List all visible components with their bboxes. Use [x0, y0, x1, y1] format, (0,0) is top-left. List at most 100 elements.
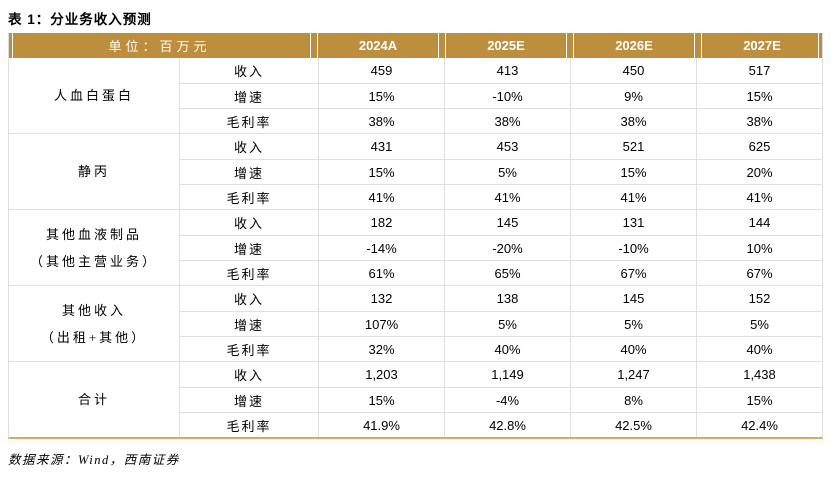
value-cell: 1,203: [318, 362, 444, 387]
value-cell: 10%: [696, 236, 822, 260]
value-cell: 5%: [444, 160, 570, 184]
table-row: 收入 431 453 521 625: [179, 134, 822, 159]
metric-label: 收入: [179, 286, 318, 311]
value-cell: 413: [444, 58, 570, 83]
value-cell: -20%: [444, 236, 570, 260]
segment-group-other-blood-products: 其他血液制品 （其他主营业务） 收入 182 145 131 144 增速 -1…: [9, 209, 822, 285]
value-cell: 138: [444, 286, 570, 311]
value-cell: 67%: [570, 261, 696, 285]
value-cell: 38%: [318, 109, 444, 133]
value-cell: -4%: [444, 388, 570, 412]
table-title: 表 1：分业务收入预测: [8, 12, 152, 27]
segment-name-line: 其他收入: [61, 302, 126, 318]
table-row: 收入 132 138 145 152: [179, 286, 822, 311]
value-cell: 9%: [570, 84, 696, 108]
table-row: 收入 1,203 1,149 1,247 1,438: [179, 362, 822, 387]
segment-name: 静丙: [9, 134, 179, 209]
value-cell: 521: [570, 134, 696, 159]
table-row: 毛利率 38% 38% 38% 38%: [179, 108, 822, 133]
table-row: 毛利率 32% 40% 40% 40%: [179, 336, 822, 361]
value-cell: 5%: [444, 312, 570, 336]
metric-label: 毛利率: [179, 109, 318, 133]
table-row: 增速 107% 5% 5% 5%: [179, 311, 822, 336]
table-row: 收入 459 413 450 517: [179, 58, 822, 83]
segment-name-line: （出租+其他）: [40, 329, 148, 345]
value-cell: 40%: [570, 337, 696, 361]
unit-header-cell: 单位：百万元: [9, 33, 310, 58]
header-separator: [310, 33, 318, 58]
value-cell: 38%: [444, 109, 570, 133]
value-cell: 15%: [318, 84, 444, 108]
segment-name-line: 合计: [77, 392, 110, 407]
value-cell: -10%: [570, 236, 696, 260]
segment-name: 人血白蛋白: [9, 58, 179, 133]
value-cell: 20%: [696, 160, 822, 184]
value-cell: 1,438: [696, 362, 822, 387]
segment-name-line: 人血白蛋白: [53, 88, 134, 103]
segment-name-line: （其他主营业务）: [29, 253, 158, 269]
value-cell: 42.4%: [696, 413, 822, 437]
value-cell: 450: [570, 58, 696, 83]
forecast-table: 单位：百万元 2024A 2025E 2026E 2027E 人血白蛋白 收入 …: [8, 33, 823, 439]
value-cell: 8%: [570, 388, 696, 412]
segment-name: 其他血液制品 （其他主营业务）: [9, 210, 179, 285]
metric-label: 毛利率: [179, 413, 318, 437]
value-cell: 32%: [318, 337, 444, 361]
value-cell: 1,149: [444, 362, 570, 387]
value-cell: 41%: [696, 185, 822, 209]
value-cell: 453: [444, 134, 570, 159]
value-cell: 5%: [570, 312, 696, 336]
header-separator: [12, 33, 13, 58]
metric-label: 增速: [179, 388, 318, 412]
metric-label: 收入: [179, 210, 318, 235]
value-cell: 41%: [570, 185, 696, 209]
metric-label: 增速: [179, 312, 318, 336]
value-cell: 15%: [318, 160, 444, 184]
year-header-2025E: 2025E: [487, 38, 525, 53]
value-cell: 41%: [318, 185, 444, 209]
segment-group-other-income: 其他收入 （出租+其他） 收入 132 138 145 152 增速 107% …: [9, 285, 822, 361]
year-header-2027E: 2027E: [743, 38, 781, 53]
metric-label: 毛利率: [179, 261, 318, 285]
value-cell: 15%: [696, 84, 822, 108]
segment-name: 其他收入 （出租+其他）: [9, 286, 179, 361]
table-row: 增速 15% 5% 15% 20%: [179, 159, 822, 184]
data-source-note: 数据来源：Wind，西南证券: [8, 453, 180, 467]
value-cell: 15%: [570, 160, 696, 184]
value-cell: 5%: [696, 312, 822, 336]
metric-label: 增速: [179, 160, 318, 184]
value-cell: 41%: [444, 185, 570, 209]
value-cell: 42.8%: [444, 413, 570, 437]
metric-label: 增速: [179, 84, 318, 108]
metric-label: 收入: [179, 362, 318, 387]
value-cell: 625: [696, 134, 822, 159]
value-cell: 15%: [696, 388, 822, 412]
value-cell: 459: [318, 58, 444, 83]
segment-group-ivig: 静丙 收入 431 453 521 625 增速 15% 5% 15% 20%: [9, 133, 822, 209]
metric-label: 毛利率: [179, 337, 318, 361]
segment-group-total: 合计 收入 1,203 1,149 1,247 1,438 增速 15% -4%…: [9, 361, 822, 437]
value-cell: 41.9%: [318, 413, 444, 437]
segment-name-line: 静丙: [77, 164, 110, 179]
value-cell: 107%: [318, 312, 444, 336]
table-row: 毛利率 41% 41% 41% 41%: [179, 184, 822, 209]
year-header-2026E: 2026E: [615, 38, 653, 53]
year-header-2024A: 2024A: [358, 38, 398, 53]
value-cell: 152: [696, 286, 822, 311]
table-header-row: 单位：百万元 2024A 2025E 2026E 2027E: [9, 33, 822, 58]
table-row: 增速 15% -10% 9% 15%: [179, 83, 822, 108]
table-row: 增速 -14% -20% -10% 10%: [179, 235, 822, 260]
value-cell: 431: [318, 134, 444, 159]
value-cell: 131: [570, 210, 696, 235]
metric-label: 毛利率: [179, 185, 318, 209]
unit-label: 单位：百万元: [108, 39, 211, 54]
table-row: 收入 182 145 131 144: [179, 210, 822, 235]
value-cell: 40%: [696, 337, 822, 361]
value-cell: 145: [444, 210, 570, 235]
value-cell: 38%: [696, 109, 822, 133]
value-cell: 61%: [318, 261, 444, 285]
value-cell: 132: [318, 286, 444, 311]
value-cell: 67%: [696, 261, 822, 285]
header-separator: [818, 33, 819, 58]
